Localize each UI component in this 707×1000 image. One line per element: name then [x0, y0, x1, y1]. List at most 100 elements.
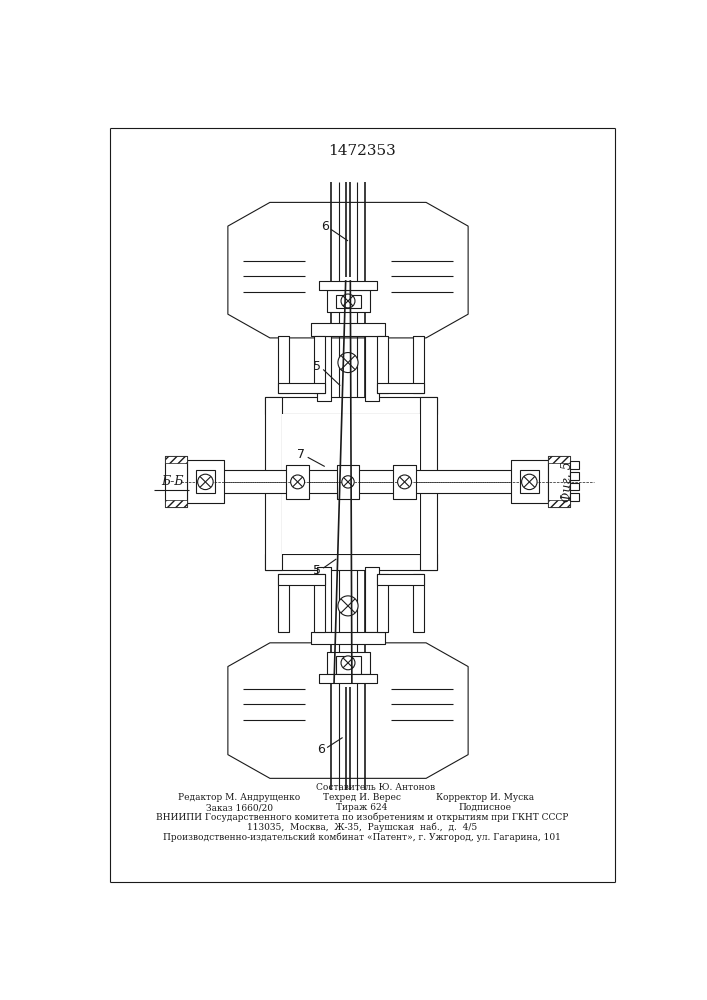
- Bar: [265, 397, 437, 414]
- Bar: [337, 465, 359, 499]
- Bar: [314, 574, 325, 632]
- Bar: [327, 652, 370, 674]
- Bar: [327, 652, 370, 674]
- Text: Тираж 624: Тираж 624: [337, 803, 387, 812]
- Bar: [317, 336, 331, 401]
- Circle shape: [341, 294, 355, 308]
- Bar: [320, 674, 378, 683]
- Bar: [393, 465, 416, 499]
- Text: ВНИИПИ Государственного комитета по изобретениям и открытиям при ГКНТ СССР: ВНИИПИ Государственного комитета по изоб…: [156, 813, 568, 822]
- Bar: [393, 465, 416, 499]
- Bar: [378, 574, 388, 632]
- Bar: [165, 456, 187, 463]
- Text: 6: 6: [321, 220, 329, 233]
- Bar: [317, 336, 331, 401]
- Bar: [378, 383, 424, 393]
- Bar: [413, 574, 424, 632]
- Bar: [548, 500, 570, 507]
- Text: Корректор И. Муска: Корректор И. Муска: [436, 793, 534, 802]
- Bar: [187, 460, 224, 503]
- Circle shape: [522, 474, 537, 490]
- Bar: [327, 290, 370, 312]
- Bar: [282, 414, 420, 554]
- Bar: [327, 290, 370, 312]
- Bar: [365, 336, 379, 401]
- Circle shape: [341, 476, 354, 488]
- Text: Производственно-издательский комбинат «Патент», г. Ужгород, ул. Гагарина, 101: Производственно-издательский комбинат «П…: [163, 833, 561, 842]
- Bar: [570, 493, 579, 501]
- Text: 5: 5: [313, 360, 321, 373]
- Text: 6: 6: [317, 743, 325, 756]
- Circle shape: [291, 475, 305, 489]
- Bar: [548, 456, 570, 507]
- Bar: [570, 461, 579, 469]
- Bar: [314, 574, 325, 632]
- Bar: [336, 295, 361, 308]
- Bar: [165, 456, 187, 507]
- Bar: [413, 336, 424, 393]
- Bar: [570, 483, 579, 490]
- Circle shape: [397, 475, 411, 489]
- Bar: [265, 397, 437, 414]
- Bar: [378, 574, 424, 585]
- Bar: [279, 574, 289, 632]
- Text: 7: 7: [298, 448, 305, 461]
- Bar: [317, 567, 331, 632]
- Bar: [314, 336, 325, 393]
- Circle shape: [198, 474, 213, 490]
- Circle shape: [338, 596, 358, 616]
- Bar: [365, 567, 379, 632]
- Polygon shape: [228, 643, 468, 778]
- Bar: [378, 336, 388, 393]
- Bar: [320, 281, 378, 290]
- Circle shape: [338, 353, 358, 373]
- Bar: [570, 472, 579, 480]
- Bar: [510, 460, 548, 503]
- Bar: [265, 397, 282, 570]
- Bar: [265, 397, 282, 570]
- Bar: [320, 674, 378, 683]
- Bar: [337, 465, 359, 499]
- Text: Фиг. 5: Фиг. 5: [561, 462, 574, 502]
- Bar: [420, 397, 437, 570]
- Text: Заказ 1660/20: Заказ 1660/20: [206, 803, 273, 812]
- Bar: [196, 470, 215, 493]
- Bar: [311, 323, 385, 336]
- Text: 5: 5: [313, 564, 321, 577]
- Bar: [216, 470, 518, 493]
- Bar: [311, 632, 385, 644]
- Text: Техред И. Верес: Техред И. Верес: [323, 793, 401, 802]
- Bar: [317, 567, 331, 632]
- Bar: [520, 470, 539, 493]
- Bar: [279, 336, 289, 393]
- Bar: [314, 336, 325, 393]
- Bar: [548, 456, 570, 463]
- Text: Б-Б: Б-Б: [160, 475, 183, 488]
- Bar: [279, 383, 325, 393]
- Bar: [413, 574, 424, 632]
- Bar: [365, 336, 379, 401]
- Bar: [279, 383, 325, 393]
- Text: 1472353: 1472353: [328, 144, 396, 158]
- Text: Редактор М. Андрущенко: Редактор М. Андрущенко: [178, 793, 300, 802]
- Bar: [286, 465, 309, 499]
- Bar: [413, 336, 424, 393]
- Bar: [378, 574, 424, 585]
- Bar: [510, 460, 548, 503]
- Bar: [279, 574, 325, 585]
- Text: Составитель Ю. Антонов: Составитель Ю. Антонов: [315, 783, 435, 792]
- Circle shape: [341, 656, 355, 670]
- Bar: [265, 554, 437, 570]
- Bar: [336, 656, 361, 674]
- Bar: [279, 336, 289, 393]
- Bar: [365, 567, 379, 632]
- Bar: [378, 574, 388, 632]
- Bar: [378, 383, 424, 393]
- Bar: [279, 574, 325, 585]
- Bar: [286, 465, 309, 499]
- Bar: [165, 500, 187, 507]
- Bar: [265, 554, 437, 570]
- Text: 113035,  Москва,  Ж-35,  Раушская  наб.,  д.  4/5: 113035, Москва, Ж-35, Раушская наб., д. …: [247, 823, 477, 832]
- Bar: [320, 281, 378, 290]
- Polygon shape: [228, 202, 468, 338]
